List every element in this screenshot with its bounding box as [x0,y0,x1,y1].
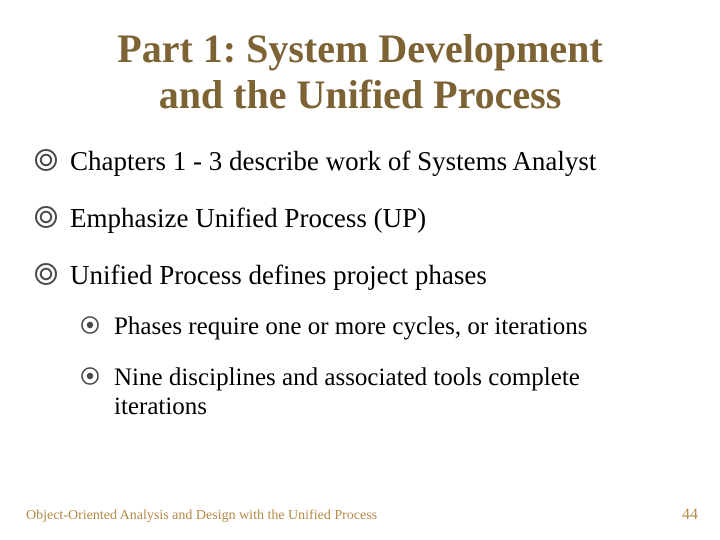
list-item: Nine disciplines and associated tools co… [114,364,692,422]
slide: Part 1: System Development and the Unifi… [0,0,720,540]
page-number: 44 [682,506,698,524]
footer-text: Object-Oriented Analysis and Design with… [26,508,377,524]
bullet-list-level1: Chapters 1 - 3 describe work of Systems … [28,146,692,421]
double-circle-bullet-icon [34,148,58,172]
title-line-2: and the Unified Process [159,72,562,117]
title-line-1: Part 1: System Development [117,26,602,71]
bullet-text: Chapters 1 - 3 describe work of Systems … [70,146,596,176]
slide-title: Part 1: System Development and the Unifi… [28,26,692,118]
circle-dot-bullet-icon [80,315,100,335]
bullet-text: Unified Process defines project phases [70,260,487,290]
bullet-text: Nine disciplines and associated tools co… [114,364,580,420]
bullet-list-level2: Phases require one or more cycles, or it… [70,313,692,421]
list-item: Emphasize Unified Process (UP) [70,203,692,234]
circle-dot-bullet-icon [80,366,100,386]
double-circle-bullet-icon [34,205,58,229]
list-item: Unified Process defines project phases P… [70,260,692,421]
double-circle-bullet-icon [34,262,58,286]
bullet-text: Phases require one or more cycles, or it… [114,313,587,340]
bullet-text: Emphasize Unified Process (UP) [70,203,426,233]
list-item: Phases require one or more cycles, or it… [114,313,692,342]
list-item: Chapters 1 - 3 describe work of Systems … [70,146,692,177]
